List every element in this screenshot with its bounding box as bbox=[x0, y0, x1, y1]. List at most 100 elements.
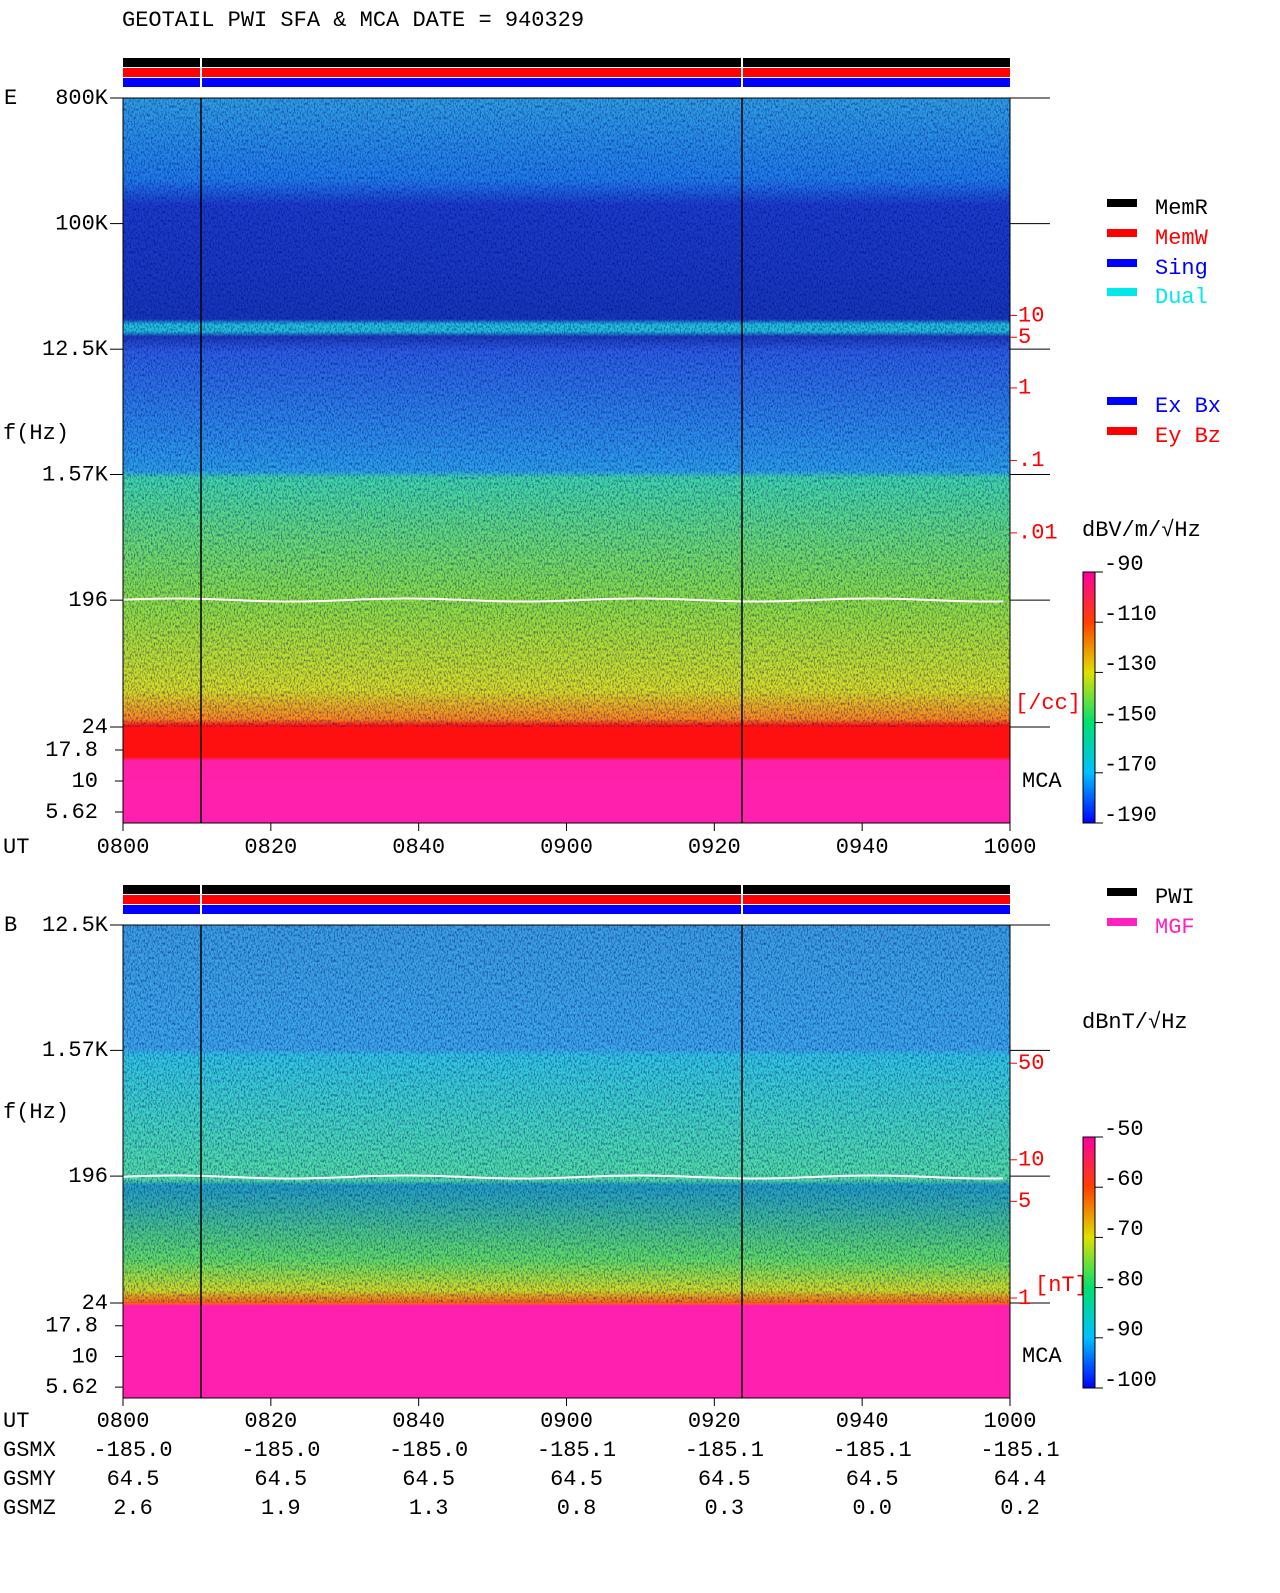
orbit-value: -185.1 bbox=[980, 1438, 1059, 1463]
x-tick-label: 0940 bbox=[836, 1409, 889, 1434]
x-tick-label: 1000 bbox=[984, 835, 1037, 860]
y2-tick-label: 5 bbox=[1018, 325, 1031, 350]
mca-tick-label: 17.8 bbox=[45, 1314, 98, 1339]
y-tick-label: 196 bbox=[68, 1164, 108, 1189]
legend-swatch bbox=[1107, 229, 1137, 237]
orbit-value: 0.8 bbox=[557, 1496, 597, 1521]
orbit-value: -185.1 bbox=[537, 1438, 616, 1463]
status-bar bbox=[123, 895, 1010, 904]
colorbar-label: dBnT/√Hz bbox=[1082, 1010, 1188, 1035]
x-tick-label: 1000 bbox=[984, 1409, 1037, 1434]
orbit-row-label: GSMY bbox=[3, 1467, 56, 1492]
orbit-value: 64.5 bbox=[107, 1467, 160, 1492]
orbit-value: -185.1 bbox=[833, 1438, 912, 1463]
spectrogram-noise bbox=[123, 98, 1010, 727]
y2-tick-label: .1 bbox=[1018, 448, 1044, 473]
legend-label: MemW bbox=[1155, 226, 1209, 251]
legend-label: PWI bbox=[1155, 885, 1195, 910]
status-bar bbox=[123, 885, 1010, 894]
status-bar bbox=[123, 58, 1010, 67]
orbit-value: 0.3 bbox=[705, 1496, 745, 1521]
legend-label: Ey Bz bbox=[1155, 424, 1221, 449]
orbit-value: 0.2 bbox=[1000, 1496, 1040, 1521]
x-tick-label: 0840 bbox=[392, 835, 445, 860]
orbit-value: 1.9 bbox=[261, 1496, 301, 1521]
orbit-value: 0.0 bbox=[852, 1496, 892, 1521]
legend-label: Ex Bx bbox=[1155, 394, 1221, 419]
colorbar-tick-label: -90 bbox=[1104, 1318, 1144, 1343]
colorbar-tick-label: -170 bbox=[1104, 753, 1157, 778]
orbit-value: 64.5 bbox=[402, 1467, 455, 1492]
y-tick-label: 800K bbox=[55, 86, 109, 111]
spectrogram-noise bbox=[123, 925, 1010, 1303]
x-tick-label: 0840 bbox=[392, 1409, 445, 1434]
y-tick-label: 24 bbox=[82, 715, 108, 740]
x-axis-label: UT bbox=[3, 835, 29, 860]
mca-tick-label: 5.62 bbox=[45, 1375, 98, 1400]
colorbar-tick-label: -150 bbox=[1104, 702, 1157, 727]
orbit-value: 64.5 bbox=[698, 1467, 751, 1492]
legend-label: MemR bbox=[1155, 196, 1208, 221]
orbit-value: 64.5 bbox=[254, 1467, 307, 1492]
y2-tick-label: 50 bbox=[1018, 1051, 1044, 1076]
colorbar-tick-label: -50 bbox=[1104, 1117, 1144, 1142]
orbit-value: 2.6 bbox=[113, 1496, 153, 1521]
x-axis-label: UT bbox=[3, 1409, 29, 1434]
mca-tick-label: 10 bbox=[72, 1344, 98, 1369]
orbit-value: -185.0 bbox=[241, 1438, 320, 1463]
mca-tick-label: 5.62 bbox=[45, 800, 98, 825]
y-tick-label: 1.57K bbox=[42, 1038, 109, 1063]
legend-label: Sing bbox=[1155, 256, 1208, 281]
status-bar bbox=[123, 68, 1010, 77]
x-tick-label: 0900 bbox=[540, 1409, 593, 1434]
y2-tick-label: 5 bbox=[1018, 1189, 1031, 1214]
y-tick-label: 24 bbox=[82, 1291, 108, 1316]
y-axis-label: f(Hz) bbox=[3, 1100, 69, 1125]
title: GEOTAIL PWI SFA & MCA DATE = 940329 bbox=[122, 8, 584, 33]
x-tick-label: 0920 bbox=[688, 1409, 741, 1434]
y-tick-label: 1.57K bbox=[42, 462, 109, 487]
colorbar-tick-label: -190 bbox=[1104, 803, 1157, 828]
y2-tick-label: 1 bbox=[1018, 376, 1031, 401]
y-tick-label: 100K bbox=[55, 211, 109, 236]
y2-tick-label: .01 bbox=[1018, 521, 1058, 546]
colorbar-tick-label: -70 bbox=[1104, 1217, 1144, 1242]
y2-unit: [nT] bbox=[1035, 1273, 1088, 1298]
fce-line bbox=[122, 1174, 1004, 1180]
x-tick-label: 0940 bbox=[836, 835, 889, 860]
legend-label: MGF bbox=[1155, 915, 1195, 940]
mca-tick-label: 10 bbox=[72, 769, 98, 794]
orbit-value: 64.5 bbox=[846, 1467, 899, 1492]
orbit-value: -185.0 bbox=[93, 1438, 172, 1463]
mca-label: MCA bbox=[1022, 1344, 1062, 1369]
colorbar-tick-label: -110 bbox=[1104, 602, 1157, 627]
y-tick-label: 12.5K bbox=[42, 913, 109, 938]
legend-swatch bbox=[1107, 199, 1137, 207]
mca-label: MCA bbox=[1022, 769, 1062, 794]
y-tick-label: 196 bbox=[68, 588, 108, 613]
legend-swatch bbox=[1107, 397, 1137, 405]
x-tick-label: 0800 bbox=[97, 1409, 150, 1434]
legend-label: Dual bbox=[1155, 285, 1208, 310]
colorbar bbox=[1082, 1136, 1096, 1389]
colorbar-tick-label: -90 bbox=[1104, 552, 1144, 577]
colorbar bbox=[1082, 571, 1096, 824]
orbit-value: 1.3 bbox=[409, 1496, 449, 1521]
colorbar-tick-label: -100 bbox=[1104, 1368, 1157, 1393]
y2-unit: [/cc] bbox=[1015, 691, 1081, 716]
legend-swatch bbox=[1107, 259, 1137, 267]
status-bar bbox=[123, 905, 1010, 914]
panel-label: B bbox=[4, 913, 17, 938]
y-axis-label: f(Hz) bbox=[3, 421, 69, 446]
x-tick-label: 0820 bbox=[244, 1409, 297, 1434]
colorbar-tick-label: -130 bbox=[1104, 652, 1157, 677]
x-tick-label: 0800 bbox=[97, 835, 150, 860]
status-bar bbox=[123, 78, 1010, 87]
orbit-row-label: GSMZ bbox=[3, 1496, 56, 1521]
orbit-value: -185.1 bbox=[685, 1438, 764, 1463]
legend-swatch bbox=[1107, 888, 1137, 896]
y2-tick-label: 10 bbox=[1018, 303, 1044, 328]
legend-swatch bbox=[1107, 427, 1137, 435]
x-tick-label: 0820 bbox=[244, 835, 297, 860]
